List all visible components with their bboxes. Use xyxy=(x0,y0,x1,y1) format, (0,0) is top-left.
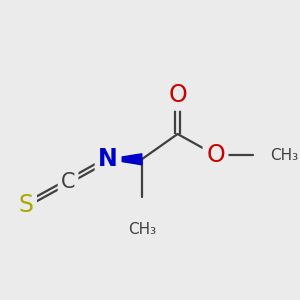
Text: CH₃: CH₃ xyxy=(128,222,156,237)
Text: O: O xyxy=(206,143,225,167)
Text: N: N xyxy=(98,147,118,171)
Polygon shape xyxy=(108,154,142,165)
Text: O: O xyxy=(168,83,187,107)
Text: S: S xyxy=(18,193,33,217)
Text: C: C xyxy=(61,172,75,192)
Text: CH₃: CH₃ xyxy=(270,148,298,163)
